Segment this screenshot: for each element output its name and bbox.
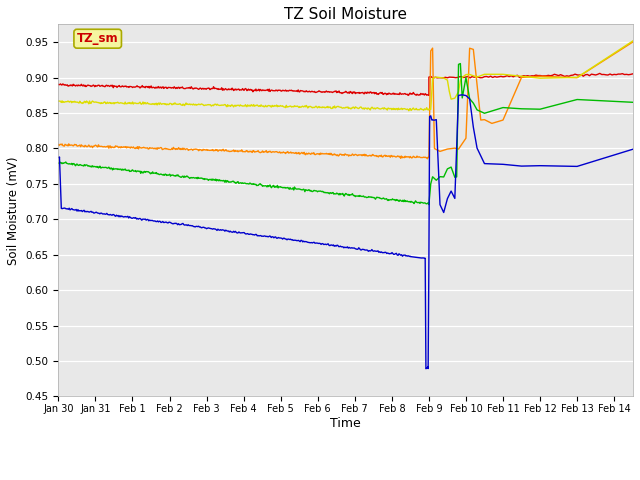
Theta_4 <box>185 175 193 180</box>
Theta_5 <box>235 229 243 235</box>
Theta_1 <box>54 82 62 87</box>
Theta_4 <box>425 202 433 207</box>
Theta_1 <box>133 83 141 89</box>
Title: TZ Soil Moisture: TZ Soil Moisture <box>284 7 407 22</box>
Theta_4 <box>62 159 70 165</box>
Theta_3 <box>100 99 108 105</box>
Theta_1 <box>596 71 604 76</box>
Theta_4 <box>273 184 280 190</box>
Theta_3 <box>361 105 369 111</box>
X-axis label: Time: Time <box>330 417 361 430</box>
Theta_3 <box>54 98 62 104</box>
Theta_5 <box>202 225 209 231</box>
Line: Theta_2: Theta_2 <box>58 42 633 159</box>
Theta_1 <box>169 85 177 91</box>
Theta_3 <box>396 107 403 112</box>
Theta_4 <box>175 173 182 179</box>
Theta_5 <box>458 92 466 98</box>
Theta_5 <box>422 366 430 372</box>
Line: Theta_4: Theta_4 <box>58 63 633 204</box>
Theta_2 <box>54 142 62 147</box>
Theta_4 <box>629 99 637 105</box>
Theta_2 <box>629 39 637 45</box>
Theta_2 <box>391 154 399 159</box>
Theta_1 <box>425 93 433 98</box>
Theta_3 <box>356 105 364 110</box>
Theta_5 <box>237 230 245 236</box>
Theta_2 <box>306 151 314 157</box>
Theta_5 <box>629 146 637 152</box>
Theta_3 <box>65 99 72 105</box>
Theta_1 <box>317 89 324 95</box>
Theta_1 <box>629 71 637 77</box>
Theta_2 <box>424 156 431 162</box>
Legend: Theta_1, Theta_2, Theta_3, Theta_4, Theta_5: Theta_1, Theta_2, Theta_3, Theta_4, Thet… <box>125 475 566 480</box>
Theta_4 <box>456 60 464 66</box>
Theta_4 <box>342 191 349 196</box>
Theta_4 <box>54 160 62 166</box>
Theta_1 <box>389 90 397 96</box>
Line: Theta_3: Theta_3 <box>58 41 633 111</box>
Text: TZ_sm: TZ_sm <box>77 32 118 45</box>
Theta_3 <box>405 108 413 114</box>
Theta_1 <box>256 88 264 94</box>
Theta_1 <box>351 91 359 96</box>
Theta_4 <box>412 199 420 205</box>
Theta_3 <box>159 101 167 107</box>
Theta_3 <box>629 38 637 44</box>
Theta_5 <box>54 155 62 160</box>
Line: Theta_1: Theta_1 <box>58 73 633 96</box>
Theta_5 <box>177 222 184 228</box>
Line: Theta_5: Theta_5 <box>58 95 633 369</box>
Theta_2 <box>153 146 161 152</box>
Theta_2 <box>76 142 84 148</box>
Y-axis label: Soil Moisture (mV): Soil Moisture (mV) <box>7 156 20 264</box>
Theta_2 <box>235 148 243 154</box>
Theta_5 <box>194 224 202 229</box>
Theta_5 <box>282 236 290 242</box>
Theta_2 <box>280 149 287 155</box>
